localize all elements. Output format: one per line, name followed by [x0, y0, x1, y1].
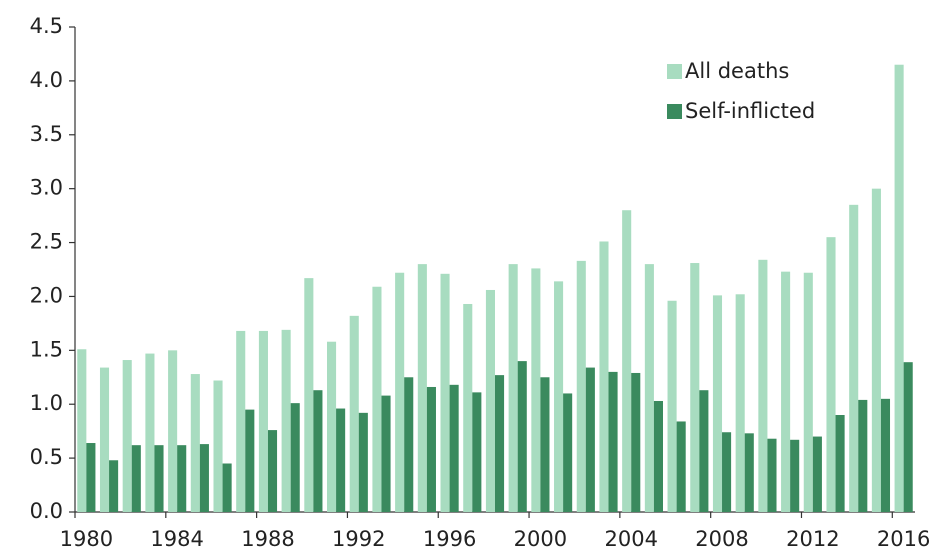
bar: [77, 349, 87, 512]
bar: [290, 403, 300, 512]
bar: [722, 432, 732, 512]
x-tick-label: 1992: [332, 527, 385, 551]
bar: [190, 374, 200, 512]
bar: [372, 286, 382, 512]
bar: [871, 188, 881, 512]
legend-swatch: [667, 104, 682, 119]
bar: [358, 412, 368, 512]
bar: [676, 421, 686, 512]
bar: [349, 315, 359, 512]
bar: [812, 436, 822, 512]
bar: [417, 264, 427, 512]
y-tick-label: 1.5: [30, 337, 63, 361]
bar: [495, 375, 505, 512]
bar: [168, 350, 178, 512]
bar: [258, 330, 268, 512]
bar: [767, 438, 777, 512]
bar: [426, 386, 436, 512]
y-tick-label: 2.5: [30, 230, 63, 254]
bar: [880, 398, 891, 512]
bar: [177, 445, 187, 512]
bar: [395, 272, 405, 512]
y-tick-label: 3.0: [30, 176, 63, 200]
bar: [440, 273, 450, 512]
y-tick-label: 3.5: [30, 122, 63, 146]
y-tick-label: 0.5: [30, 445, 63, 469]
bar: [554, 281, 564, 512]
bar: [122, 360, 132, 512]
bar: [563, 393, 573, 512]
bar: [313, 390, 323, 512]
bar: [903, 362, 913, 512]
bar: [758, 259, 768, 512]
y-tick-label: 4.0: [30, 68, 63, 92]
bar: [281, 329, 291, 512]
bar: [222, 463, 232, 512]
bar: [381, 395, 391, 512]
bar: [599, 241, 609, 512]
bar: [154, 445, 164, 512]
bar: [236, 330, 246, 512]
bar: [699, 390, 709, 512]
bar: [517, 361, 527, 512]
bar: [131, 445, 141, 512]
bar: [472, 392, 482, 512]
x-tick-label: 1988: [241, 527, 294, 551]
y-tick-label: 2.0: [30, 283, 63, 307]
bar: [199, 444, 209, 512]
x-tick-label: 2000: [514, 527, 567, 551]
bar: [735, 294, 745, 512]
legend-swatch: [667, 64, 682, 79]
bar: [213, 380, 223, 512]
bar: [463, 303, 473, 512]
y-tick-label: 4.5: [30, 14, 63, 38]
x-tick-label: 2008: [695, 527, 748, 551]
bar: [849, 204, 859, 513]
bar: [858, 399, 868, 512]
x-tick-label: 1980: [60, 527, 113, 551]
bar: [826, 237, 836, 512]
bar: [585, 367, 595, 512]
bar: [245, 409, 255, 512]
bar: [712, 295, 723, 512]
bar: [145, 353, 155, 512]
bar: [690, 263, 700, 512]
y-tick-label: 0.0: [30, 499, 63, 523]
bar: [540, 377, 550, 512]
x-tick-label: 1984: [150, 527, 203, 551]
bar: [667, 300, 677, 512]
x-tick-label: 2004: [604, 527, 657, 551]
legend-label: All deaths: [685, 59, 789, 83]
bar: [744, 433, 754, 512]
bar: [304, 278, 314, 512]
x-tick-label: 1996: [423, 527, 476, 551]
bar: [404, 377, 414, 512]
x-tick-label: 2016: [877, 527, 930, 551]
bar: [894, 64, 904, 512]
bar: [781, 271, 791, 512]
bar: [109, 460, 119, 512]
bar: [449, 384, 459, 512]
bar: [622, 210, 632, 512]
bar: [608, 371, 618, 512]
bar: [508, 264, 518, 512]
bar: [86, 443, 96, 512]
bar: [803, 272, 813, 512]
bar: [653, 400, 663, 512]
bar: [485, 289, 495, 512]
bar: [336, 408, 346, 512]
bar: [327, 341, 337, 512]
legend-label: Self-inflicted: [685, 99, 815, 123]
bar: [267, 430, 278, 512]
bar: [835, 415, 845, 512]
bar: [531, 268, 541, 512]
bar: [99, 367, 110, 512]
bar: [644, 264, 654, 512]
bar: [576, 260, 586, 512]
bar: [631, 372, 641, 512]
y-tick-label: 1.0: [30, 391, 63, 415]
x-tick-label: 2012: [786, 527, 839, 551]
bar: [790, 439, 800, 512]
